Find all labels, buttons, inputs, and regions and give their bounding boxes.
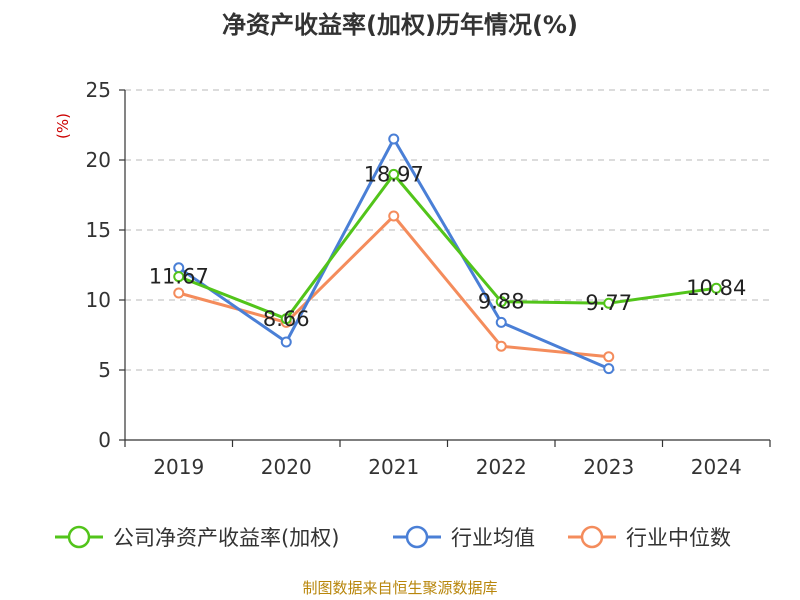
axes: 0 5 10 15 20 25 2019 2020 2021 2022 2023 2024	[86, 78, 771, 479]
legend-label: 行业均值	[451, 526, 535, 550]
series-line	[178, 172, 717, 321]
legend: 公司净资产收益率(加权) 行业均值 行业中位数	[55, 525, 731, 550]
data-point	[495, 296, 507, 308]
data-point	[388, 168, 400, 180]
legend-marker-icon	[405, 525, 429, 549]
legend-label: 行业中位数	[626, 526, 731, 550]
data-labels: 11.67 8.66 18.97 9.88 9.77 10.84	[149, 162, 747, 330]
source-note: 制图数据来自恒生聚源数据库	[302, 579, 497, 597]
chart-title: 净资产收益率(加权)历年情况(%)	[222, 11, 578, 39]
data-point	[603, 363, 615, 375]
data-point	[388, 133, 400, 145]
x-tick-label: 2023	[583, 455, 634, 479]
data-label: 11.67	[149, 265, 209, 289]
data-point	[173, 271, 185, 283]
series-lines	[173, 133, 722, 375]
data-point	[495, 316, 507, 328]
y-tick-label: 15	[86, 218, 111, 242]
x-tick-label: 2021	[368, 455, 419, 479]
legend-item: 公司净资产收益率(加权)	[55, 525, 339, 550]
data-point	[495, 340, 507, 352]
y-tick-label: 25	[86, 78, 111, 102]
data-point	[603, 351, 615, 363]
y-tick-label: 0	[98, 428, 111, 452]
y-tick-label: 5	[98, 358, 111, 382]
legend-item: 行业均值	[393, 525, 535, 550]
data-label: 9.77	[585, 291, 632, 315]
y-tick-label: 10	[86, 288, 111, 312]
data-point	[173, 287, 185, 299]
data-label: 8.66	[263, 307, 310, 331]
series-line	[178, 214, 609, 359]
data-point	[280, 313, 292, 325]
data-point	[280, 336, 292, 348]
data-point	[603, 297, 615, 309]
data-point	[710, 282, 722, 294]
legend-label: 公司净资产收益率(加权)	[113, 526, 339, 550]
x-tick-label: 2020	[261, 455, 312, 479]
x-tick-label: 2022	[476, 455, 527, 479]
data-label: 10.84	[686, 276, 746, 300]
x-tick-label: 2024	[691, 455, 742, 479]
legend-item: 行业中位数	[568, 525, 731, 550]
data-label: 9.88	[478, 290, 525, 314]
x-tick-label: 2019	[153, 455, 204, 479]
data-point	[388, 210, 400, 222]
legend-marker-icon	[67, 525, 91, 549]
y-tick-label: 20	[86, 148, 111, 172]
y-axis-unit-label: (%)	[54, 113, 72, 139]
legend-marker-icon	[580, 525, 604, 549]
data-label: 18.97	[364, 162, 424, 186]
